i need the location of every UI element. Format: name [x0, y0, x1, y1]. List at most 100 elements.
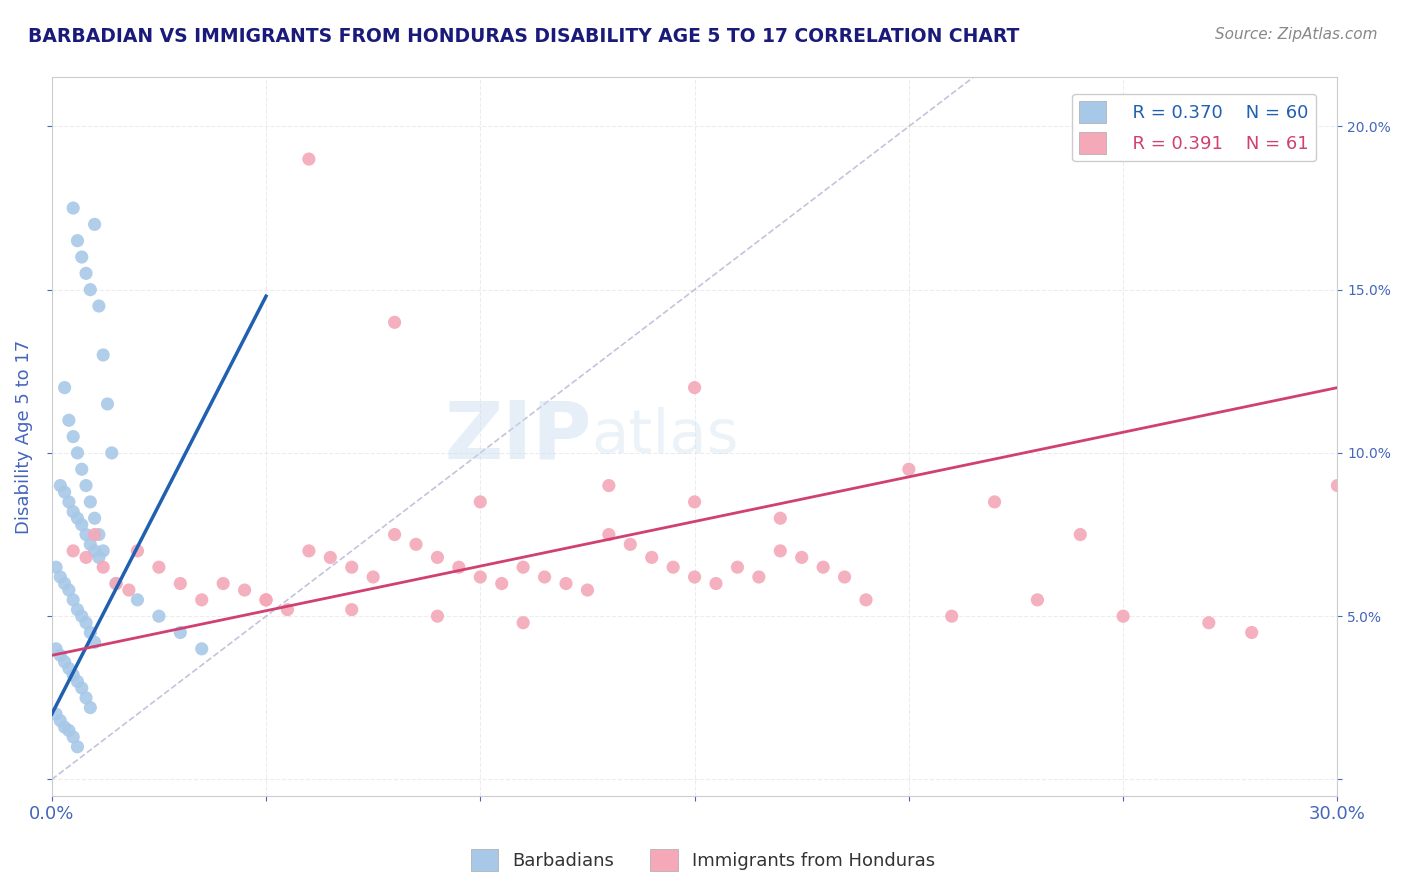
Point: [340, 602, 363, 616]
Point: [45, 707, 67, 722]
Point: [233, 582, 256, 597]
Point: [254, 592, 277, 607]
Point: [75, 527, 97, 541]
Point: [405, 537, 427, 551]
Legend: Barbadians, Immigrants from Honduras: Barbadians, Immigrants from Honduras: [464, 842, 942, 879]
Point: [83, 527, 105, 541]
Point: [49, 478, 72, 492]
Point: [75, 690, 97, 705]
Point: [62, 544, 84, 558]
Point: [58, 582, 80, 597]
Point: [58, 413, 80, 427]
Point: [83, 218, 105, 232]
Point: [662, 560, 685, 574]
Point: [58, 723, 80, 738]
Point: [361, 570, 384, 584]
Point: [148, 609, 170, 624]
Point: [641, 550, 664, 565]
Point: [340, 560, 363, 574]
Point: [53, 655, 76, 669]
Point: [127, 544, 149, 558]
Point: [319, 550, 342, 565]
Point: [683, 495, 706, 509]
Point: [790, 550, 813, 565]
Point: [70, 517, 93, 532]
Point: [91, 560, 114, 574]
Point: [75, 550, 97, 565]
Point: [769, 544, 792, 558]
Point: [75, 615, 97, 630]
Point: [49, 648, 72, 663]
Point: [49, 714, 72, 728]
Text: BARBADIAN VS IMMIGRANTS FROM HONDURAS DISABILITY AGE 5 TO 17 CORRELATION CHART: BARBADIAN VS IMMIGRANTS FROM HONDURAS DI…: [28, 27, 1019, 45]
Point: [83, 635, 105, 649]
Point: [769, 511, 792, 525]
Point: [1112, 609, 1135, 624]
Point: [298, 544, 321, 558]
Point: [96, 397, 118, 411]
Point: [1240, 625, 1263, 640]
Point: [941, 609, 963, 624]
Point: [105, 576, 128, 591]
Point: [75, 266, 97, 280]
Point: [53, 485, 76, 500]
Point: [53, 720, 76, 734]
Point: [66, 674, 89, 689]
Point: [91, 348, 114, 362]
Point: [100, 446, 122, 460]
Point: [426, 609, 449, 624]
Point: [212, 576, 235, 591]
Point: [298, 152, 321, 166]
Point: [66, 602, 89, 616]
Point: [190, 641, 212, 656]
Point: [855, 592, 877, 607]
Point: [79, 625, 101, 640]
Point: [897, 462, 920, 476]
Point: [62, 201, 84, 215]
Point: [426, 550, 449, 565]
Point: [1069, 527, 1091, 541]
Point: [1326, 478, 1348, 492]
Point: [811, 560, 834, 574]
Point: [1026, 592, 1049, 607]
Point: [62, 668, 84, 682]
Text: Source: ZipAtlas.com: Source: ZipAtlas.com: [1215, 27, 1378, 42]
Point: [62, 730, 84, 744]
Point: [79, 537, 101, 551]
Point: [169, 576, 191, 591]
Point: [127, 592, 149, 607]
Point: [62, 429, 84, 443]
Point: [190, 592, 212, 607]
Point: [169, 625, 191, 640]
Point: [70, 609, 93, 624]
Y-axis label: Disability Age 5 to 17: Disability Age 5 to 17: [15, 340, 32, 533]
Point: [598, 527, 620, 541]
Point: [118, 582, 141, 597]
Point: [512, 560, 534, 574]
Text: atlas: atlas: [592, 407, 740, 467]
Point: [83, 544, 105, 558]
Point: [576, 582, 599, 597]
Point: [598, 478, 620, 492]
Point: [512, 615, 534, 630]
Point: [704, 576, 727, 591]
Point: [58, 661, 80, 675]
Point: [79, 495, 101, 509]
Point: [79, 700, 101, 714]
Point: [983, 495, 1005, 509]
Point: [619, 537, 641, 551]
Point: [53, 576, 76, 591]
Point: [70, 462, 93, 476]
Point: [748, 570, 770, 584]
Point: [834, 570, 856, 584]
Point: [45, 641, 67, 656]
Point: [62, 505, 84, 519]
Point: [75, 478, 97, 492]
Point: [87, 550, 110, 565]
Point: [105, 576, 128, 591]
Point: [491, 576, 513, 591]
Point: [45, 560, 67, 574]
Point: [254, 592, 277, 607]
Point: [58, 495, 80, 509]
Point: [79, 283, 101, 297]
